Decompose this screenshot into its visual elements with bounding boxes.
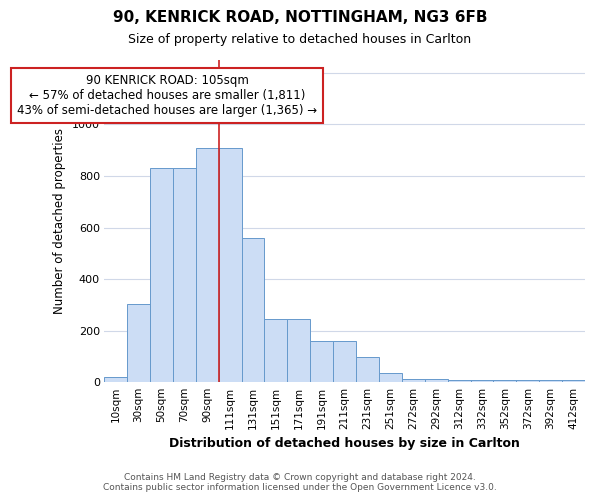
Bar [287, 319, 310, 382]
Bar [539, 380, 562, 382]
Bar [333, 341, 356, 382]
Bar [402, 378, 425, 382]
Text: 90 KENRICK ROAD: 105sqm
← 57% of detached houses are smaller (1,811)
43% of semi: 90 KENRICK ROAD: 105sqm ← 57% of detache… [17, 74, 317, 117]
X-axis label: Distribution of detached houses by size in Carlton: Distribution of detached houses by size … [169, 437, 520, 450]
Bar [242, 238, 265, 382]
Bar [104, 377, 127, 382]
Text: 90, KENRICK ROAD, NOTTINGHAM, NG3 6FB: 90, KENRICK ROAD, NOTTINGHAM, NG3 6FB [113, 10, 487, 25]
Bar [448, 380, 470, 382]
Bar [425, 378, 448, 382]
Bar [218, 148, 242, 382]
Y-axis label: Number of detached properties: Number of detached properties [53, 128, 67, 314]
Bar [493, 380, 517, 382]
Bar [356, 356, 379, 382]
Bar [173, 168, 196, 382]
Bar [196, 148, 218, 382]
Bar [150, 168, 173, 382]
Text: Size of property relative to detached houses in Carlton: Size of property relative to detached ho… [128, 32, 472, 46]
Bar [265, 319, 287, 382]
Bar [470, 380, 493, 382]
Text: Contains HM Land Registry data © Crown copyright and database right 2024.
Contai: Contains HM Land Registry data © Crown c… [103, 473, 497, 492]
Bar [379, 374, 402, 382]
Bar [127, 304, 150, 382]
Bar [517, 380, 539, 382]
Bar [562, 380, 585, 382]
Bar [310, 341, 333, 382]
